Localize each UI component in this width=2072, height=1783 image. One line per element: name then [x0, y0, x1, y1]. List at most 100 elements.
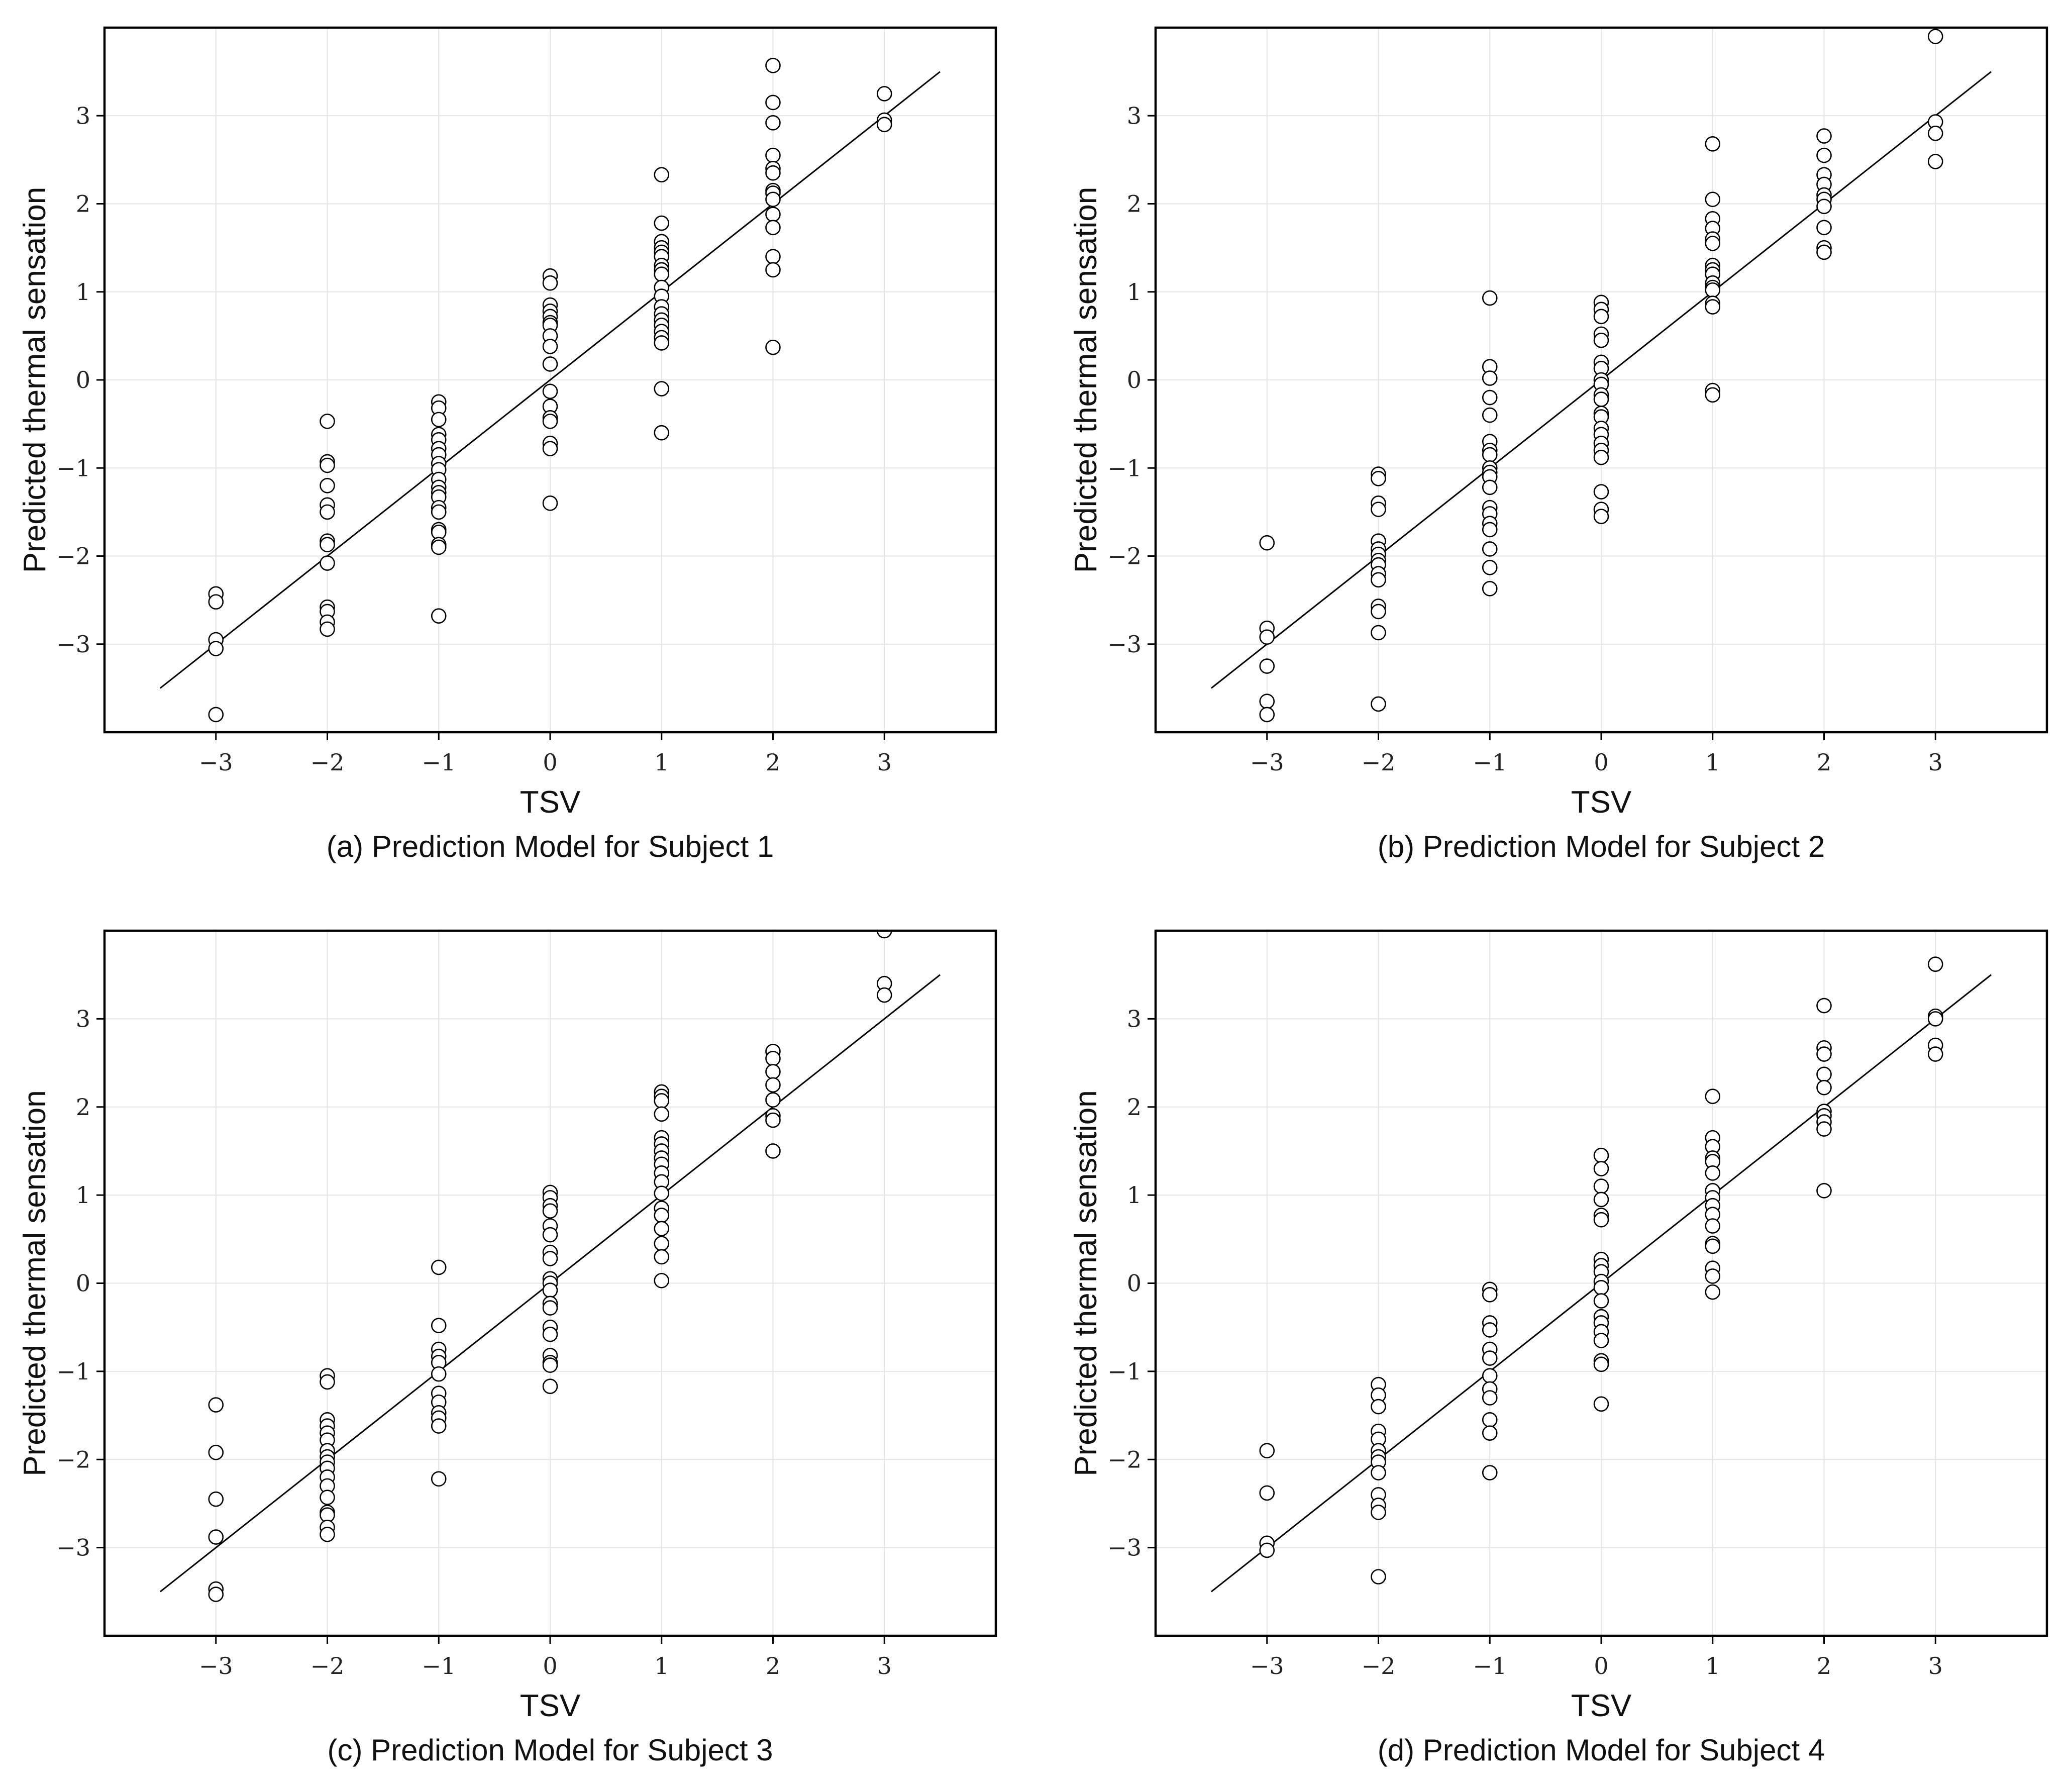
data-point-c-18 [320, 1490, 335, 1505]
data-point-d-63 [1705, 1284, 1721, 1300]
panel-b: −3 −2 −1 0 1 2 3 −3 −2 −1 0 1 2 3 TSV Predicted thermal… [1069, 26, 2048, 863]
data-point-b-57 [1593, 449, 1609, 465]
y-tick-label-a-6: 3 [76, 102, 90, 129]
data-point-a-8 [320, 477, 335, 493]
data-point-a-55 [654, 167, 670, 182]
y-tick-label-a-4: 1 [76, 278, 90, 306]
data-point-c-42 [542, 1251, 558, 1266]
data-point-d-66 [1816, 1046, 1832, 1062]
data-point-b-5 [1259, 707, 1275, 723]
data-point-d-73 [1816, 1183, 1832, 1199]
data-point-a-48 [542, 383, 558, 400]
data-point-d-12 [1371, 1465, 1386, 1480]
y-tick-label-c-6: 3 [76, 1005, 90, 1032]
data-point-c-22 [320, 1527, 335, 1542]
x-tick-label-d-1: −2 [1362, 1652, 1396, 1679]
y-tick-label-d-2: −1 [1107, 1358, 1142, 1385]
y-tick-label-b-4: 1 [1127, 278, 1142, 306]
data-point-b-72 [1705, 282, 1721, 298]
data-point-c-7 [320, 1374, 335, 1390]
data-point-a-53 [542, 441, 558, 456]
y-tick-label-a-5: 2 [76, 190, 90, 218]
data-point-d-68 [1816, 1079, 1832, 1096]
data-point-a-76 [765, 94, 781, 111]
data-point-a-87 [765, 262, 781, 278]
data-point-c-23 [431, 1259, 447, 1275]
y-tick-label-a-0: −3 [56, 631, 90, 658]
x-axis-label-c: TSV [520, 1689, 581, 1723]
x-tick-label-a-4: 1 [654, 749, 669, 776]
data-point-c-38 [542, 1203, 558, 1219]
data-point-d-30 [1593, 1161, 1609, 1176]
data-point-b-0 [1259, 535, 1275, 551]
data-point-b-60 [1593, 509, 1609, 524]
data-point-d-22 [1482, 1350, 1498, 1366]
x-axis-label-d: TSV [1571, 1689, 1632, 1723]
x-tick-label-b-0: −3 [1250, 749, 1284, 776]
data-point-a-4 [208, 707, 224, 723]
data-point-b-84 [1816, 220, 1832, 236]
data-point-b-76 [1705, 387, 1721, 403]
data-point-d-20 [1482, 1322, 1498, 1338]
data-point-d-26 [1482, 1412, 1498, 1428]
x-tick-label-a-6: 3 [877, 749, 892, 776]
data-point-a-36 [431, 539, 447, 555]
y-tick-label-d-6: 3 [1127, 1005, 1142, 1032]
data-point-a-74 [654, 425, 670, 441]
data-point-d-67 [1816, 1066, 1832, 1082]
data-point-a-20 [431, 412, 447, 428]
data-point-d-53 [1705, 1165, 1721, 1181]
data-point-b-83 [1816, 199, 1832, 215]
data-point-b-61 [1705, 136, 1721, 152]
data-point-a-72 [654, 335, 670, 351]
data-point-d-62 [1705, 1268, 1721, 1284]
x-tick-label-a-0: −3 [199, 749, 233, 776]
data-point-b-87 [1927, 29, 1943, 44]
data-point-a-73 [654, 381, 670, 397]
data-point-b-90 [1927, 154, 1943, 169]
x-tick-label-d-5: 2 [1817, 1652, 1831, 1679]
data-point-b-18 [1371, 604, 1386, 620]
data-point-d-16 [1371, 1569, 1386, 1584]
data-point-d-40 [1593, 1293, 1609, 1309]
y-tick-label-a-3: 0 [76, 366, 90, 393]
data-point-b-21 [1482, 290, 1498, 306]
data-point-b-4 [1259, 694, 1275, 709]
y-tick-label-d-1: −2 [1107, 1446, 1142, 1473]
caption-b: (b) Prediction Model for Subject 2 [1378, 830, 1825, 863]
data-point-a-46 [542, 339, 558, 354]
data-point-d-29 [1593, 1147, 1609, 1163]
y-tick-label-c-4: 1 [76, 1181, 90, 1209]
data-point-b-25 [1482, 407, 1498, 423]
data-point-d-23 [1482, 1368, 1498, 1383]
data-point-a-51 [542, 414, 558, 429]
y-tick-label-a-2: −1 [56, 454, 90, 481]
data-point-d-27 [1482, 1425, 1498, 1441]
data-point-b-7 [1371, 470, 1386, 486]
data-point-c-49 [542, 1326, 558, 1342]
data-point-b-62 [1705, 191, 1721, 208]
data-point-c-71 [654, 1272, 670, 1289]
data-point-b-39 [1482, 581, 1498, 597]
y-tick-label-b-3: 0 [1127, 366, 1142, 393]
x-axis-label-a: TSV [520, 785, 581, 820]
data-point-b-19 [1371, 625, 1386, 641]
x-axis-label-b: TSV [1571, 785, 1632, 820]
data-point-c-40 [542, 1227, 558, 1243]
data-point-a-63 [654, 266, 670, 282]
data-point-c-2 [208, 1491, 224, 1507]
x-tick-label-c-0: −3 [199, 1652, 233, 1679]
data-point-c-47 [542, 1300, 558, 1316]
data-point-d-64 [1816, 998, 1832, 1014]
data-point-c-75 [765, 1077, 781, 1093]
data-point-d-3 [1259, 1542, 1275, 1558]
y-tick-label-b-5: 2 [1127, 190, 1142, 218]
data-point-a-75 [765, 58, 781, 73]
data-point-d-25 [1482, 1390, 1498, 1406]
y-tick-label-d-3: 0 [1127, 1270, 1142, 1297]
data-point-b-24 [1482, 389, 1498, 406]
x-tick-label-b-4: 1 [1705, 749, 1720, 776]
data-point-a-84 [765, 207, 781, 222]
x-tick-label-d-3: 0 [1594, 1652, 1608, 1679]
